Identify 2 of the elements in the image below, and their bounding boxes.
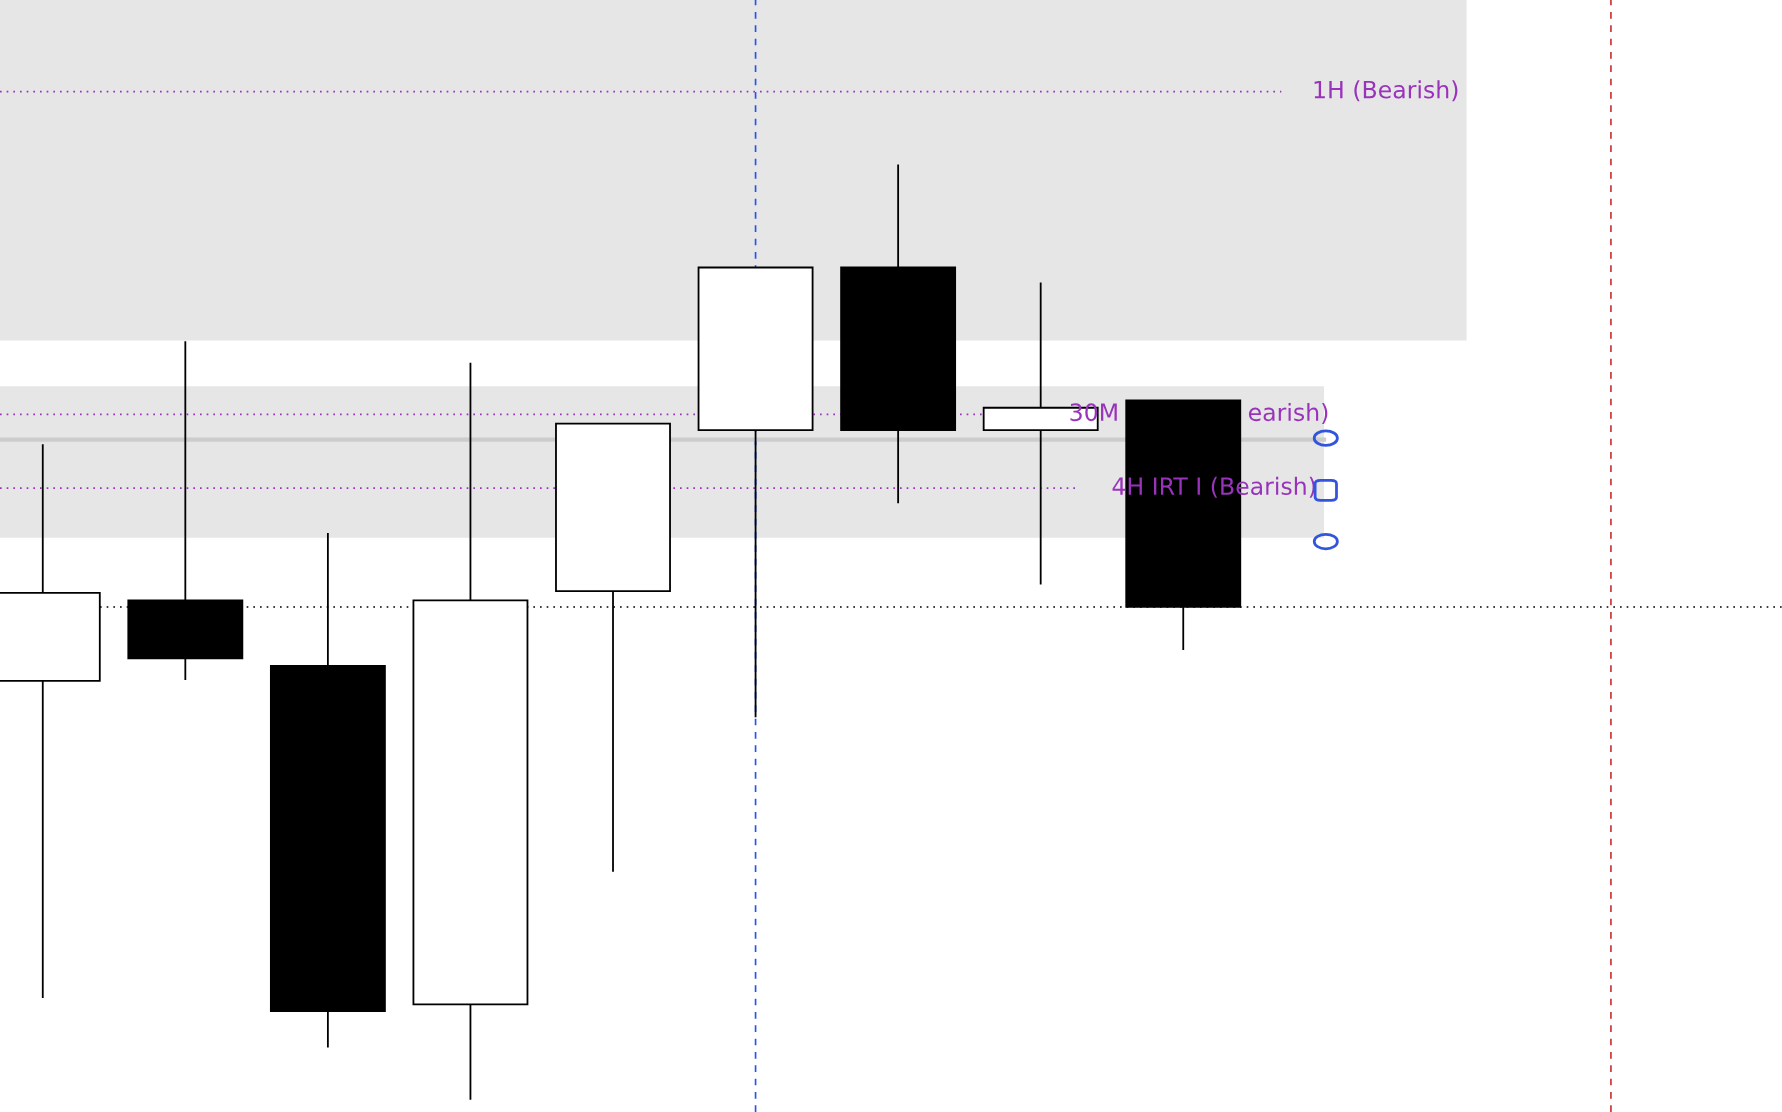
annotation: earish)	[1248, 402, 1328, 424]
ref-line-label: 1H (Bearish)	[1314, 80, 1458, 102]
